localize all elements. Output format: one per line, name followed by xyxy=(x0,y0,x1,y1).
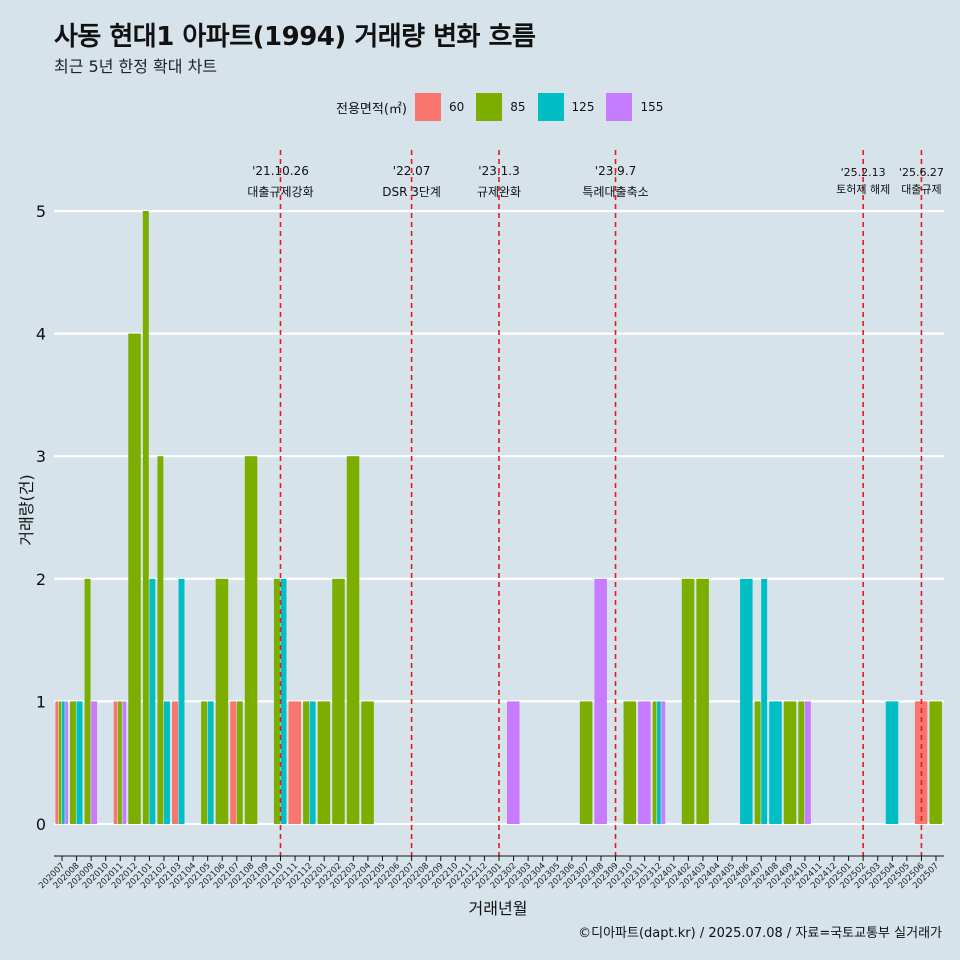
bar-202106-85 xyxy=(215,578,229,824)
bar-202504-125 xyxy=(885,701,899,824)
bar-202402-85 xyxy=(681,578,695,824)
legend-label-85: 85 xyxy=(510,100,526,114)
y-tick-label-3: 3 xyxy=(36,447,46,466)
event-date-0: '21.10.26 xyxy=(252,164,309,178)
bar-202406-125 xyxy=(740,578,753,824)
legend: 전용면적(㎡) 60 85 125 155 xyxy=(336,93,675,121)
bar-202007-85 xyxy=(58,701,62,824)
legend-item-155: 155 xyxy=(606,93,667,121)
legend-item-85: 85 xyxy=(476,93,529,121)
bar-202108-85 xyxy=(244,456,258,824)
bar-202307-85 xyxy=(579,701,593,824)
event-date-1: '22.07 xyxy=(393,164,431,178)
event-label-4: 토허제 해제 xyxy=(836,182,890,196)
event-label-0: 대출규제강화 xyxy=(247,185,313,199)
bar-202009-85 xyxy=(84,578,91,824)
bar-202312-155 xyxy=(661,701,666,824)
bar-202105-125 xyxy=(207,701,214,824)
bar-202011-85 xyxy=(118,701,122,824)
bar-202110-125 xyxy=(280,578,287,824)
y-tick-label-5: 5 xyxy=(36,202,46,221)
bar-202408-125 xyxy=(769,701,782,824)
bar-202201-85 xyxy=(317,701,331,824)
event-label-2: 규제완화 xyxy=(477,185,521,199)
event-date-4: '25.2.13 xyxy=(841,166,886,179)
bar-202007-60 xyxy=(55,701,59,824)
legend-label-60: 60 xyxy=(448,100,465,114)
bar-202102-125 xyxy=(163,701,170,824)
legend-swatch-60 xyxy=(414,93,441,121)
bar-202302-155 xyxy=(507,701,520,824)
y-tick-label-4: 4 xyxy=(36,325,46,344)
bar-202103-125 xyxy=(178,578,185,824)
bars xyxy=(55,211,942,824)
bar-202107-85 xyxy=(236,701,243,824)
bar-202102-85 xyxy=(157,456,164,824)
bar-202311-155 xyxy=(638,701,651,824)
y-tick-label-0: 0 xyxy=(36,815,46,834)
source-caption: ©디아파트(dapt.kr) / 2025.07.08 / 자료=국토교통부 실… xyxy=(578,926,942,941)
annotations: '21.10.26 대출규제강화 '22.07 DSR 3단계 '23.1.3 규제완화 '… xyxy=(247,150,944,856)
bar-202203-85 xyxy=(346,456,360,824)
event-date-5: '25.6.27 xyxy=(899,166,944,179)
bar-202103-60 xyxy=(171,701,178,824)
bar-202407-85 xyxy=(754,701,761,824)
event-label-1: DSR 3단계 xyxy=(382,185,441,199)
bar-202009-155 xyxy=(91,701,98,824)
bar-202403-85 xyxy=(696,578,709,824)
bar-202112-85 xyxy=(303,701,310,824)
bar-202107-60 xyxy=(230,701,237,824)
y-tick-label-1: 1 xyxy=(36,692,46,711)
chart-title: 사동 현대1 아파트(1994) 거래량 변화 흐름 xyxy=(54,22,536,52)
bar-202012-85 xyxy=(128,333,141,824)
event-label-3: 특례대출축소 xyxy=(582,185,648,199)
legend-swatch-155 xyxy=(606,93,633,121)
bar-202111-60 xyxy=(288,701,302,824)
y-tick-label-2: 2 xyxy=(36,570,46,589)
bar-202101-125 xyxy=(149,578,156,824)
bar-202308-155 xyxy=(594,578,607,824)
bar-202101-85 xyxy=(142,211,149,824)
legend-item-125: 125 xyxy=(537,93,599,121)
bar-202008-85 xyxy=(70,701,76,824)
bar-202204-85 xyxy=(361,701,374,824)
bar-202312-125 xyxy=(657,701,661,824)
legend-swatch-85 xyxy=(476,93,503,121)
bar-202007-155 xyxy=(65,701,68,824)
legend-label-125: 125 xyxy=(571,100,595,114)
bar-202011-155 xyxy=(122,701,127,824)
event-label-5: 대출규제 xyxy=(901,183,941,196)
bar-202409-85 xyxy=(783,701,797,824)
bar-202007-125 xyxy=(62,701,65,824)
legend-swatch-125 xyxy=(537,93,564,121)
chart-subtitle: 최근 5년 한정 확대 차트 xyxy=(54,57,218,76)
legend-label-155: 155 xyxy=(640,100,664,114)
bar-202112-125 xyxy=(309,701,316,824)
bar-202110-85 xyxy=(273,578,280,824)
bar-202008-125 xyxy=(76,701,83,824)
bar-202410-85 xyxy=(798,701,805,824)
bar-202202-85 xyxy=(332,578,345,824)
bar-202105-85 xyxy=(201,701,208,824)
legend-item-60: 60 xyxy=(414,93,468,121)
y-axis-title: 거래량(건) xyxy=(17,474,36,545)
event-date-3: '23.9.7 xyxy=(595,164,636,178)
bar-202310-85 xyxy=(623,701,637,824)
bar-202407-125 xyxy=(761,578,768,824)
event-date-2: '23.1.3 xyxy=(478,164,519,178)
bar-202011-60 xyxy=(113,701,118,824)
bar-202312-85 xyxy=(652,701,657,824)
bar-202410-155 xyxy=(804,701,811,824)
legend-title: 전용면적(㎡) xyxy=(336,101,407,117)
bar-202507-85 xyxy=(929,701,942,824)
x-axis-title: 거래년월 xyxy=(469,899,528,918)
